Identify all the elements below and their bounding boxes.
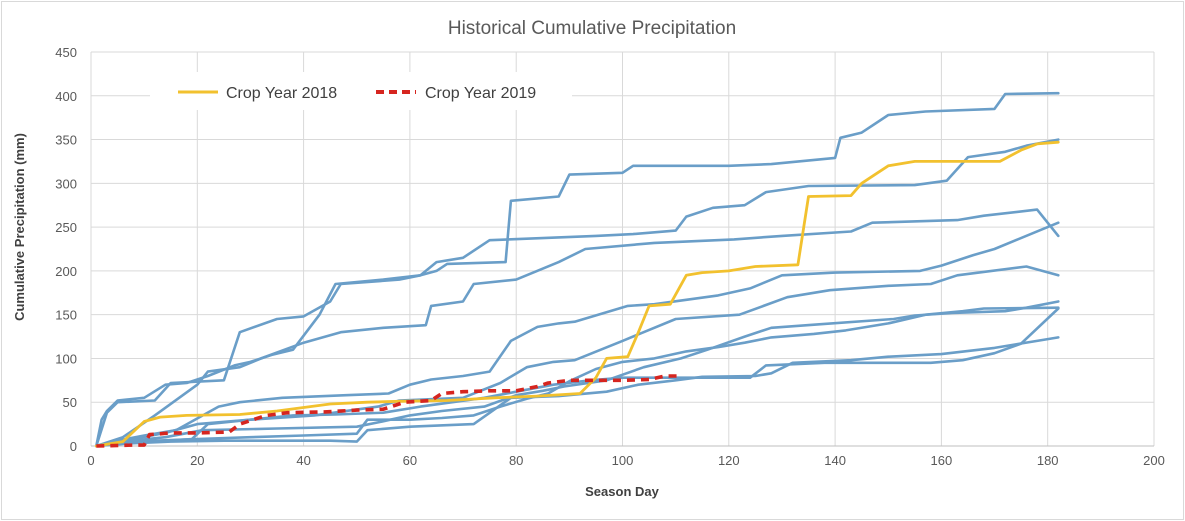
x-tick-label: 40 bbox=[296, 453, 310, 468]
series-line-crop-year-2019 bbox=[96, 374, 681, 448]
x-tick-label: 120 bbox=[718, 453, 740, 468]
x-axis-label: Season Day bbox=[585, 484, 659, 499]
legend-background bbox=[150, 72, 572, 110]
y-tick-label: 350 bbox=[55, 133, 77, 148]
y-tick-label: 0 bbox=[70, 439, 77, 454]
x-tick-label: 180 bbox=[1037, 453, 1059, 468]
series-line-historical-3 bbox=[95, 208, 1060, 448]
series-line-historical-6 bbox=[95, 300, 1060, 448]
y-tick-label: 300 bbox=[55, 176, 77, 191]
y-tick-label: 200 bbox=[55, 264, 77, 279]
horizontal-gridlines bbox=[91, 51, 1154, 447]
x-tick-label: 160 bbox=[931, 453, 953, 468]
legend: Crop Year 2018 Crop Year 2019 bbox=[150, 72, 572, 110]
series-line-historical-7 bbox=[95, 306, 1060, 448]
x-tick-label: 20 bbox=[190, 453, 204, 468]
y-tick-label: 100 bbox=[55, 351, 77, 366]
y-tick-label: 450 bbox=[55, 45, 77, 60]
y-tick-label: 150 bbox=[55, 308, 77, 323]
series-layer bbox=[94, 91, 1060, 448]
x-tick-label: 60 bbox=[403, 453, 417, 468]
y-tick-label: 400 bbox=[55, 89, 77, 104]
x-tick-label: 140 bbox=[824, 453, 846, 468]
x-tick-label: 100 bbox=[612, 453, 634, 468]
y-axis-label: Cumulative Precipitation (mm) bbox=[12, 133, 27, 321]
series-line-historical-2 bbox=[95, 138, 1060, 448]
y-tick-label: 50 bbox=[63, 395, 77, 410]
series-line-crop-year-2018 bbox=[94, 140, 1060, 448]
legend-label-2018: Crop Year 2018 bbox=[226, 85, 337, 102]
y-tick-label: 250 bbox=[55, 220, 77, 235]
legend-label-2019: Crop Year 2019 bbox=[425, 85, 536, 102]
x-tick-labels: 0 20 40 60 80 100 120 140 160 180 200 bbox=[87, 453, 1164, 468]
series-line-historical-8 bbox=[95, 336, 1060, 448]
series-line-historical-4 bbox=[95, 221, 1060, 448]
x-tick-label: 200 bbox=[1143, 453, 1165, 468]
chart-title: Historical Cumulative Precipitation bbox=[448, 18, 736, 39]
y-tick-labels: 0 50 100 150 200 250 300 350 400 450 bbox=[55, 45, 77, 454]
x-tick-label: 80 bbox=[509, 453, 523, 468]
vertical-gridlines bbox=[90, 52, 1155, 446]
x-tick-label: 0 bbox=[87, 453, 94, 468]
